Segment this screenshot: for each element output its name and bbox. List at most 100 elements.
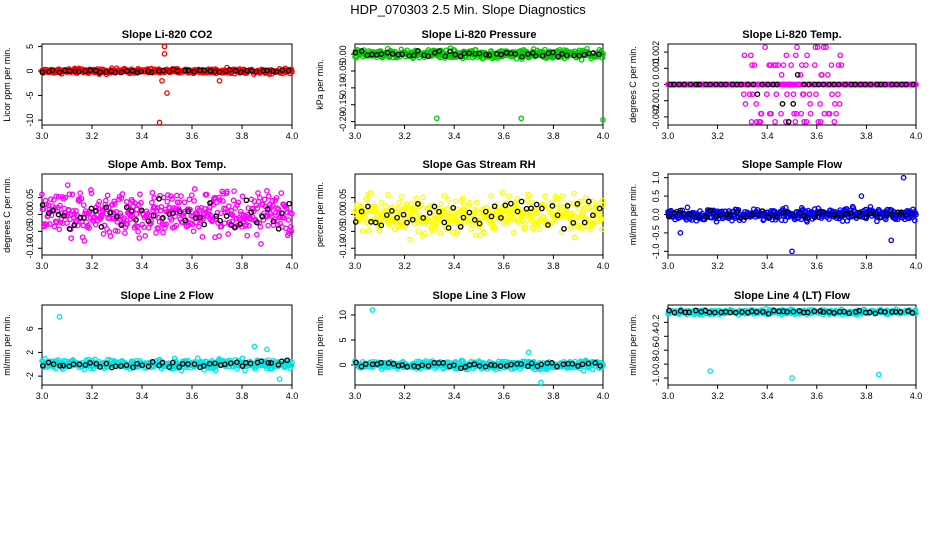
panel-title: Slope Li-820 Temp.: [742, 29, 841, 41]
data-point-outlier: [525, 349, 532, 356]
data-point: [239, 193, 246, 200]
data-point: [64, 182, 71, 188]
data-point: [135, 228, 141, 235]
data-point-reference: [201, 67, 208, 74]
data-point: [575, 222, 581, 229]
data-point-reference: [525, 363, 531, 370]
data-point: [235, 199, 242, 206]
data-point-reference: [590, 50, 597, 56]
data-point-reference: [585, 360, 592, 367]
data-point: [911, 217, 918, 224]
data-point-reference: [671, 210, 678, 216]
data-point-reference: [378, 51, 385, 57]
data-point-reference: [780, 308, 787, 315]
y-axis-label: degrees C per min.: [2, 176, 12, 253]
data-point: [807, 101, 813, 107]
data-point-reference: [436, 48, 443, 54]
data-point-reference: [703, 213, 710, 220]
data-point-reference: [760, 308, 766, 315]
data-point-reference: [687, 211, 693, 217]
data-point: [230, 212, 236, 219]
data-point-reference: [539, 205, 545, 212]
data-point-reference: [804, 215, 811, 221]
data-point-reference: [239, 363, 246, 369]
data-point: [69, 191, 76, 198]
x-tick-label: 3.4: [136, 391, 149, 401]
y-tick-label: 5: [25, 44, 35, 49]
x-tick-label: 3.6: [186, 261, 199, 271]
data-point: [112, 227, 119, 234]
data-point: [284, 209, 291, 216]
y-tick-label: -0.10: [338, 78, 348, 99]
data-point-reference: [774, 213, 781, 219]
data-point-reference: [353, 359, 359, 366]
y-tick-label: 0.00: [25, 206, 35, 224]
data-point: [519, 56, 525, 62]
data-point-reference: [56, 69, 63, 76]
data-point: [589, 198, 596, 205]
data-point-reference: [514, 208, 521, 215]
data-point-reference: [45, 210, 52, 217]
data-point-reference: [466, 209, 473, 216]
data-point: [803, 62, 809, 68]
data-point-reference: [409, 216, 416, 223]
data-point: [136, 235, 143, 241]
data-point: [527, 210, 534, 217]
data-point-reference: [40, 362, 46, 369]
data-point: [569, 210, 576, 217]
data-point-reference: [450, 204, 457, 211]
data-point-reference: [838, 212, 844, 219]
data-point-reference: [806, 81, 812, 88]
data-point: [792, 52, 799, 59]
data-point: [165, 192, 171, 198]
data-point: [773, 91, 780, 98]
data-point-reference: [796, 210, 803, 216]
data-point-reference: [113, 213, 120, 220]
data-point: [257, 223, 264, 230]
data-point: [77, 190, 84, 196]
data-point-reference: [415, 200, 421, 207]
data-point: [536, 226, 543, 233]
data-point: [374, 213, 381, 219]
data-point-reference: [129, 67, 136, 74]
data-point-reference: [862, 81, 869, 88]
data-point: [792, 118, 799, 125]
data-point: [746, 91, 753, 98]
data-point-reference: [97, 69, 103, 76]
data-point: [477, 232, 483, 239]
data-point: [114, 228, 121, 235]
panel-title: Slope Line 4 (LT) Flow: [734, 290, 850, 302]
y-tick-label: 0.05: [25, 189, 35, 207]
data-point-reference: [450, 362, 457, 369]
data-point: [273, 194, 280, 201]
data-point: [812, 44, 819, 51]
plot-area: [354, 304, 604, 386]
data-point-reference: [508, 361, 514, 368]
data-point-reference: [61, 212, 67, 219]
data-point: [510, 229, 517, 236]
data-point-reference: [378, 222, 385, 229]
data-point: [403, 201, 410, 208]
data-point-reference: [770, 212, 777, 219]
data-point-reference: [530, 50, 536, 56]
data-point: [835, 62, 842, 68]
data-point: [246, 222, 252, 229]
data-point-reference: [882, 81, 889, 88]
data-point: [134, 223, 141, 230]
data-point: [264, 188, 270, 194]
data-point: [156, 225, 162, 232]
data-point: [819, 71, 825, 78]
x-tick-label: 3.4: [761, 391, 774, 401]
data-point-reference: [206, 360, 213, 367]
data-point: [289, 210, 295, 217]
data-point-reference: [677, 207, 684, 214]
data-point: [815, 118, 822, 125]
data-point-reference: [903, 81, 909, 88]
data-point-reference: [166, 364, 173, 370]
data-point-reference: [696, 81, 703, 88]
data-point: [122, 230, 128, 236]
data-point: [51, 223, 58, 230]
data-point: [117, 210, 124, 217]
data-point: [56, 226, 63, 233]
